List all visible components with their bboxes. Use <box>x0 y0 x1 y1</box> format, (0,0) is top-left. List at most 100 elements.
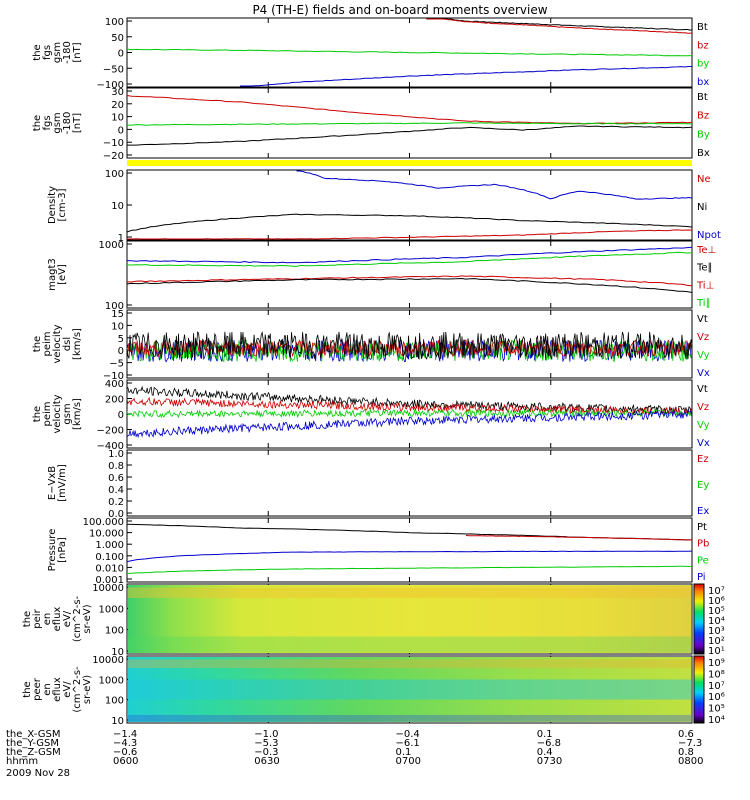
y-axis-label: E−VxB[mV/m] <box>47 464 68 502</box>
series-trace <box>127 339 692 358</box>
y-axis-label: thefgsgsm-180[nT] <box>32 112 83 135</box>
legend-entry: Ne <box>697 174 711 185</box>
legend-entry: Pb <box>697 539 709 550</box>
legend-entry: bz <box>697 40 709 51</box>
y-tick-label: 0.6 <box>108 473 124 484</box>
y-tick-label: 1000 <box>99 675 124 686</box>
panels: 100500−50−100thefgsgsm-180[nT]Btbzbybx30… <box>22 17 725 727</box>
panel-frame <box>126 169 693 241</box>
legend-entry: bx <box>697 77 709 88</box>
x-axis-value: −5.3 <box>254 738 278 749</box>
colorbar-label: 10⁵ <box>708 704 725 715</box>
x-axis-value: 0.6 <box>678 729 694 740</box>
x-axis-value: −1.4 <box>113 729 137 740</box>
y-tick-label: 0 <box>118 346 124 357</box>
y-tick-label: 100 <box>105 169 124 180</box>
y-tick-label: 100 <box>105 17 124 28</box>
legend-entry: Ey <box>697 480 709 491</box>
x-axis-value: 0.1 <box>396 747 412 758</box>
x-axis-value: −0.3 <box>254 747 278 758</box>
series-line <box>127 246 692 264</box>
series-trace <box>127 408 692 419</box>
legend-entry: Vt <box>697 384 708 395</box>
y-tick-label: 10 <box>111 201 124 212</box>
y-axis-label: thepeirenefluxeV/(cm^2-s-sr-eV) <box>22 595 93 642</box>
colorbar-label: 10¹ <box>708 646 725 657</box>
y-axis-label: Density[cm-3] <box>47 186 68 224</box>
x-axis-value: 0600 <box>113 756 138 767</box>
x-axis-value: −1.0 <box>254 729 278 740</box>
spectrogram-band <box>128 659 691 669</box>
y-tick-label: 1 <box>118 233 124 244</box>
legend-entry: Pt <box>697 522 707 533</box>
colorbar-label: 10⁷ <box>708 681 725 692</box>
panel-4: 1000 100 magt3[eV] Te⊥ Te∥ Ti⊥ Ti∥ <box>47 240 716 312</box>
spectrogram-band <box>128 679 691 700</box>
colorbar-label: 10⁶ <box>708 596 725 607</box>
legend-entry: by <box>697 59 709 70</box>
colorbar-label: 10³ <box>708 626 725 637</box>
series-trace <box>127 396 692 417</box>
legend-entry: Vy <box>697 420 710 431</box>
x-axis-row-label: the_Y-GSM <box>6 738 59 749</box>
legend-entry: By <box>697 129 710 140</box>
y-tick-label: 50 <box>111 33 124 44</box>
series-line <box>127 229 692 240</box>
y-tick-label: 10 <box>111 321 124 332</box>
y-tick-label: 0 <box>118 410 124 421</box>
y-tick-label: −5 <box>109 359 124 370</box>
y-axis-label: thepeimvelocitydsl[km/s] <box>32 324 83 363</box>
panel-3: 100 10 1 Density[cm-3] Ne Ni Npot <box>47 169 721 244</box>
series-line <box>426 18 692 31</box>
series-line <box>426 18 692 34</box>
y-tick-label: −400 <box>97 441 124 452</box>
y-tick-label: 100 <box>105 626 124 637</box>
colorbar-label: 10⁷ <box>708 586 725 597</box>
spectrogram <box>128 585 691 653</box>
series-trace <box>127 385 692 416</box>
y-tick-label: 1000 <box>99 240 124 251</box>
panel-2 <box>127 160 692 166</box>
legend-entry: Ex <box>697 506 709 517</box>
y-tick-label: −100 <box>97 80 124 91</box>
y-tick-label: −10 <box>103 371 124 382</box>
series-line <box>127 95 692 125</box>
colorbar-label: 10⁹ <box>708 658 725 669</box>
colorbar-label: 10⁴ <box>708 715 725 726</box>
colorbar <box>693 655 705 724</box>
panel-10: 10000 1000 100 10 thepeerenefluxeV/(cm^2-s-s… <box>22 655 725 727</box>
legend-entry: Te⊥ <box>696 245 716 256</box>
y-tick-label: 100.000 <box>83 517 124 528</box>
y-tick-label: 10.000 <box>89 529 124 540</box>
legend-entry: Ez <box>697 454 709 465</box>
y-tick-label: 10000 <box>92 655 124 666</box>
y-tick-label: 20 <box>111 100 124 111</box>
y-tick-label: 0.001 <box>95 575 124 586</box>
y-tick-label: 30 <box>111 87 124 98</box>
x-axis-value: 0.1 <box>537 729 553 740</box>
spectrogram-band <box>128 714 691 722</box>
spectrogram <box>128 657 691 722</box>
series-line <box>296 170 692 200</box>
y-tick-label: 10 <box>111 113 124 124</box>
y-tick-label: 400 <box>105 379 124 390</box>
series-line <box>127 251 692 267</box>
legend-entry: Vt <box>697 314 708 325</box>
y-tick-label: 100 <box>105 301 124 312</box>
legend-entry: Bx <box>697 148 710 159</box>
legend-entry: Bz <box>697 111 709 122</box>
x-axis-row-label: hhmm <box>6 756 38 767</box>
panel-7: 1.00.80.60.40.20.0 E−VxB[mV/m] Ez Ey Ex <box>47 449 709 520</box>
legend-entry: Vx <box>697 438 710 449</box>
date-label: 2009 Nov 28 <box>6 768 70 779</box>
colorbar-label: 10⁵ <box>708 606 725 617</box>
y-tick-label: 200 <box>105 395 124 406</box>
x-axis-labels: the_X-GSMthe_Y-GSMthe_Z-GSMhhmm−1.4−4.3−… <box>6 729 703 767</box>
series-line <box>240 66 692 87</box>
colorbar-label: 10² <box>708 636 725 647</box>
x-axis-value: 0.4 <box>537 747 553 758</box>
y-tick-label: 1.0 <box>108 449 124 460</box>
y-tick-label: 0.100 <box>95 552 124 563</box>
